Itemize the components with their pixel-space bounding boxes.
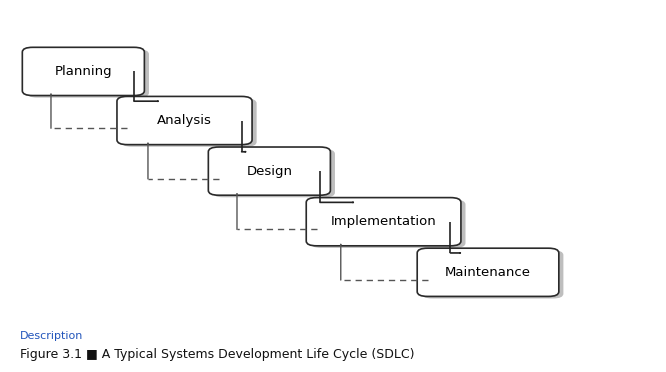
FancyBboxPatch shape <box>23 47 145 96</box>
Text: Maintenance: Maintenance <box>445 266 531 279</box>
FancyBboxPatch shape <box>121 99 256 147</box>
Text: Analysis: Analysis <box>157 114 212 127</box>
Text: Planning: Planning <box>55 65 112 78</box>
Text: Figure 3.1 ■ A Typical Systems Development Life Cycle (SDLC): Figure 3.1 ■ A Typical Systems Developme… <box>20 348 414 361</box>
FancyBboxPatch shape <box>117 96 252 145</box>
FancyBboxPatch shape <box>306 198 461 246</box>
FancyBboxPatch shape <box>213 149 335 197</box>
FancyBboxPatch shape <box>311 200 466 248</box>
FancyBboxPatch shape <box>422 250 563 298</box>
FancyBboxPatch shape <box>208 147 330 195</box>
FancyBboxPatch shape <box>27 49 149 97</box>
Text: Design: Design <box>246 165 292 177</box>
FancyBboxPatch shape <box>417 248 559 296</box>
Text: Description: Description <box>20 331 83 341</box>
Text: Implementation: Implementation <box>331 215 436 228</box>
